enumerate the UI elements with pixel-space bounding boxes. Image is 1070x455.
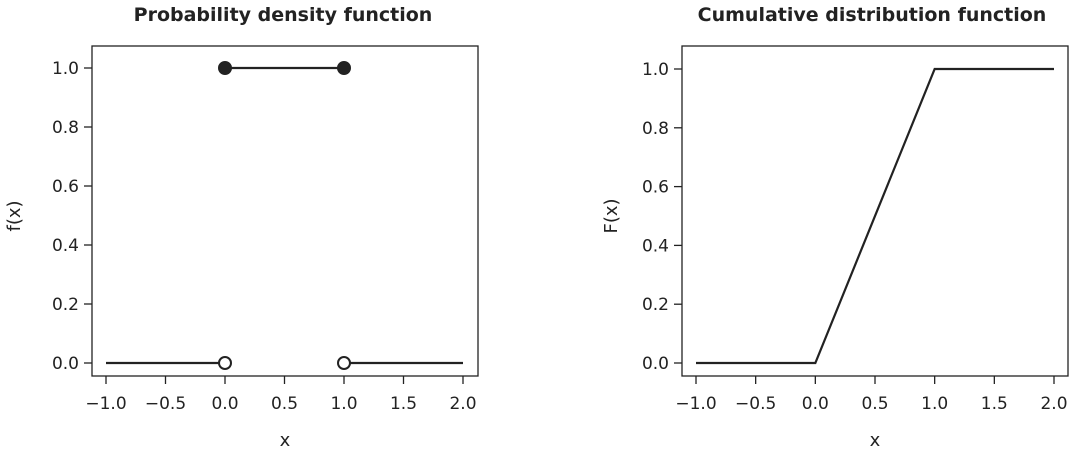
pdf-y-tick-label: 1.0 [52,59,79,79]
cdf-x-tick-label: 1.0 [921,394,948,414]
pdf-x-tick-label: 1.0 [330,394,357,414]
cdf-y-tick-label: 1.0 [642,60,669,80]
cdf-x-tick-label: −0.5 [735,394,776,414]
cdf-y-axis-label: F(x) [601,198,622,233]
cdf-x-tick-label: −1.0 [675,394,716,414]
pdf-x-tick-label: 0.0 [211,394,238,414]
cdf-y-tick-label: 0.4 [642,236,669,256]
pdf-y-tick-label: 0.2 [52,295,79,315]
pdf-filled-point [337,61,351,75]
cdf-data [696,67,1054,365]
pdf-y-tick-label: 0.6 [52,177,79,197]
cdf-x-tick-label: 2.0 [1040,394,1067,414]
cdf-ticks: −1.0 −0.5 0.0 0.5 1.0 1.5 2.0 0.0 0.2 0.4 0.6 0.8 1.… [642,60,1068,414]
cdf-panel: Cumulative distribution function x F(x) … [601,4,1069,451]
cdf-y-tick-label: 0.6 [642,178,669,198]
pdf-panel: Probability density function x f(x) −1.0… [4,4,479,451]
cdf-title: Cumulative distribution function [698,4,1047,26]
pdf-y-tick-label: 0.0 [52,354,79,374]
pdf-title: Probability density function [134,4,433,26]
pdf-y-tick-label: 0.4 [52,236,79,256]
cdf-y-tick-label: 0.0 [642,354,669,374]
pdf-ticks: −1.0 −0.5 0.0 0.5 1.0 1.5 2.0 0.0 0.2 0.4 0.6 0.8 1.… [52,59,477,414]
pdf-x-tick-label: 1.5 [390,394,417,414]
cdf-line-segment [696,67,1054,365]
pdf-data [106,61,463,370]
pdf-open-point [218,356,232,370]
pdf-open-point [337,356,351,370]
cdf-x-axis-label: x [870,430,881,451]
pdf-filled-point [218,61,232,75]
cdf-x-tick-label: 0.0 [802,394,829,414]
pdf-x-tick-label: 0.5 [271,394,298,414]
cdf-plot-frame [681,45,1069,377]
cdf-y-tick-label: 0.2 [642,295,669,315]
pdf-x-tick-label: −1.0 [85,394,126,414]
pdf-plot-frame [91,45,479,377]
pdf-y-axis-label: f(x) [4,200,25,231]
cdf-x-tick-label: 1.5 [981,394,1008,414]
cdf-y-tick-label: 0.8 [642,119,669,139]
pdf-y-tick-label: 0.8 [52,118,79,138]
pdf-x-tick-label: −0.5 [145,394,186,414]
cdf-x-tick-label: 0.5 [861,394,888,414]
pdf-x-axis-label: x [280,430,291,451]
pdf-x-tick-label: 2.0 [449,394,476,414]
